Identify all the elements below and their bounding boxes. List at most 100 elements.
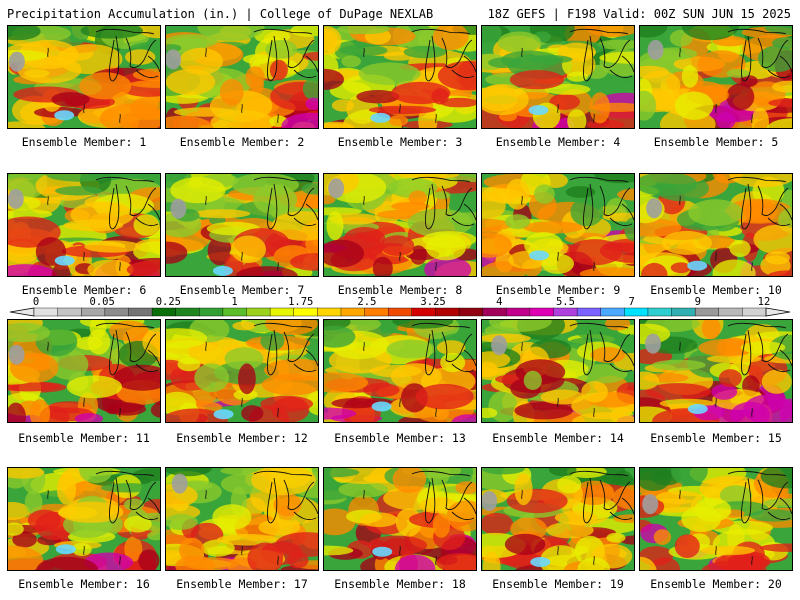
precip-field bbox=[482, 174, 634, 276]
ensemble-member-label: Ensemble Member: 14 bbox=[492, 431, 624, 445]
ensemble-member-label: Ensemble Member: 7 bbox=[179, 283, 305, 297]
ensemble-member-map bbox=[639, 319, 793, 423]
ensemble-member-map bbox=[7, 319, 161, 423]
legend-swatch bbox=[317, 307, 342, 317]
ensemble-member-label: Ensemble Member: 6 bbox=[21, 283, 147, 297]
precip-legend: 0 0.05 0.25 1 1.75 2.5 3.25 4 5.5 7 9 12 bbox=[0, 296, 800, 320]
ensemble-member-label: Ensemble Member: 5 bbox=[653, 135, 779, 149]
legend-labels: 0 0.05 0.25 1 1.75 2.5 3.25 4 5.5 7 9 12 bbox=[0, 296, 800, 308]
precip-field bbox=[324, 174, 476, 276]
legend-tick-label: 1.75 bbox=[288, 296, 314, 308]
ensemble-member-label: Ensemble Member: 11 bbox=[18, 431, 150, 445]
ensemble-member-label: Ensemble Member: 16 bbox=[18, 577, 150, 591]
ensemble-member-map bbox=[7, 173, 161, 277]
ensemble-member-map bbox=[165, 173, 319, 277]
precip-field bbox=[8, 468, 160, 570]
ensemble-member-map bbox=[481, 319, 635, 423]
ensemble-member-label: Ensemble Member: 2 bbox=[179, 135, 305, 149]
legend-swatch bbox=[600, 307, 625, 317]
legend-swatch bbox=[222, 307, 248, 317]
precip-field bbox=[324, 26, 476, 128]
precip-field bbox=[324, 468, 476, 570]
map-title: Precipitation Accumulation (in.) | Colle… bbox=[7, 7, 434, 21]
legend-swatch bbox=[718, 307, 743, 317]
legend-tick-label: 1 bbox=[231, 296, 238, 308]
legend-swatch bbox=[293, 307, 318, 317]
legend-tick-label: 4 bbox=[496, 296, 503, 308]
legend-swatch bbox=[128, 307, 153, 317]
ensemble-member-label: Ensemble Member: 15 bbox=[650, 431, 782, 445]
legend-swatch bbox=[624, 307, 649, 317]
legend-swatch bbox=[482, 307, 507, 317]
ensemble-member-label: Ensemble Member: 19 bbox=[492, 577, 624, 591]
ensemble-member-map bbox=[481, 173, 635, 277]
ensemble-member-label: Ensemble Member: 1 bbox=[21, 135, 147, 149]
ensemble-member-label: Ensemble Member: 3 bbox=[337, 135, 463, 149]
legend-swatch bbox=[694, 307, 720, 317]
legend-swatch bbox=[199, 307, 224, 317]
legend-swatch bbox=[671, 307, 696, 317]
precip-field bbox=[640, 320, 792, 422]
ensemble-member-map bbox=[639, 173, 793, 277]
precip-field bbox=[8, 320, 160, 422]
run-info: 18Z GEFS | F198 Valid: 00Z SUN JUN 15 20… bbox=[487, 7, 791, 21]
ensemble-member-label: Ensemble Member: 10 bbox=[650, 283, 782, 297]
legend-swatch bbox=[269, 307, 295, 317]
legend-swatch bbox=[435, 307, 460, 317]
legend-tick-label: 0.25 bbox=[155, 296, 182, 308]
legend-swatch bbox=[411, 307, 436, 317]
ensemble-member-map bbox=[481, 467, 635, 571]
legend-swatch bbox=[529, 307, 554, 317]
precip-field bbox=[482, 320, 634, 422]
ensemble-member-map bbox=[7, 25, 161, 129]
precip-field bbox=[166, 320, 318, 422]
ensemble-member-map bbox=[323, 25, 477, 129]
ensemble-member-map bbox=[639, 25, 793, 129]
ensemble-member-map bbox=[639, 467, 793, 571]
legend-swatch bbox=[175, 307, 200, 317]
ensemble-member-label: Ensemble Member: 18 bbox=[334, 577, 466, 591]
ensemble-member-map bbox=[165, 467, 319, 571]
legend-swatch bbox=[57, 307, 82, 317]
ensemble-member-label: Ensemble Member: 12 bbox=[176, 431, 308, 445]
precip-field bbox=[482, 26, 634, 128]
precip-field bbox=[166, 468, 318, 570]
legend-swatch bbox=[151, 307, 177, 317]
precip-field bbox=[640, 26, 792, 128]
precip-field bbox=[166, 174, 318, 276]
legend-swatch bbox=[387, 307, 413, 317]
ensemble-member-label: Ensemble Member: 17 bbox=[176, 577, 308, 591]
legend-tick-label: 9 bbox=[694, 296, 701, 308]
ensemble-member-label: Ensemble Member: 13 bbox=[334, 431, 466, 445]
ensemble-member-label: Ensemble Member: 8 bbox=[337, 283, 463, 297]
legend-swatch bbox=[647, 307, 673, 317]
ensemble-member-label: Ensemble Member: 20 bbox=[650, 577, 782, 591]
legend-swatch bbox=[506, 307, 531, 317]
legend-swatch bbox=[364, 307, 389, 317]
legend-swatch bbox=[742, 307, 767, 317]
legend-tick-label: 7 bbox=[628, 296, 635, 308]
precip-field bbox=[324, 320, 476, 422]
precip-field bbox=[8, 26, 160, 128]
ensemble-member-map bbox=[323, 467, 477, 571]
precip-field bbox=[482, 468, 634, 570]
legend-swatch bbox=[576, 307, 602, 317]
legend-tick-label: 5.5 bbox=[555, 296, 575, 308]
ensemble-member-map bbox=[481, 25, 635, 129]
ensemble-member-map bbox=[165, 319, 319, 423]
legend-swatch bbox=[33, 307, 59, 317]
precip-field bbox=[640, 174, 792, 276]
legend-swatch bbox=[340, 307, 366, 317]
ensemble-member-map bbox=[323, 319, 477, 423]
legend-swatch bbox=[81, 307, 106, 317]
ensemble-member-label: Ensemble Member: 9 bbox=[495, 283, 621, 297]
legend-swatch bbox=[104, 307, 129, 317]
legend-tick-label: 0.05 bbox=[89, 296, 115, 308]
header: Precipitation Accumulation (in.) | Colle… bbox=[0, 7, 800, 23]
legend-swatch bbox=[246, 307, 271, 317]
ensemble-member-label: Ensemble Member: 4 bbox=[495, 135, 621, 149]
legend-arrow-right bbox=[765, 307, 791, 317]
ensemble-member-map bbox=[7, 467, 161, 571]
legend-swatch bbox=[458, 307, 484, 317]
legend-tick-label: 0 bbox=[32, 296, 40, 308]
